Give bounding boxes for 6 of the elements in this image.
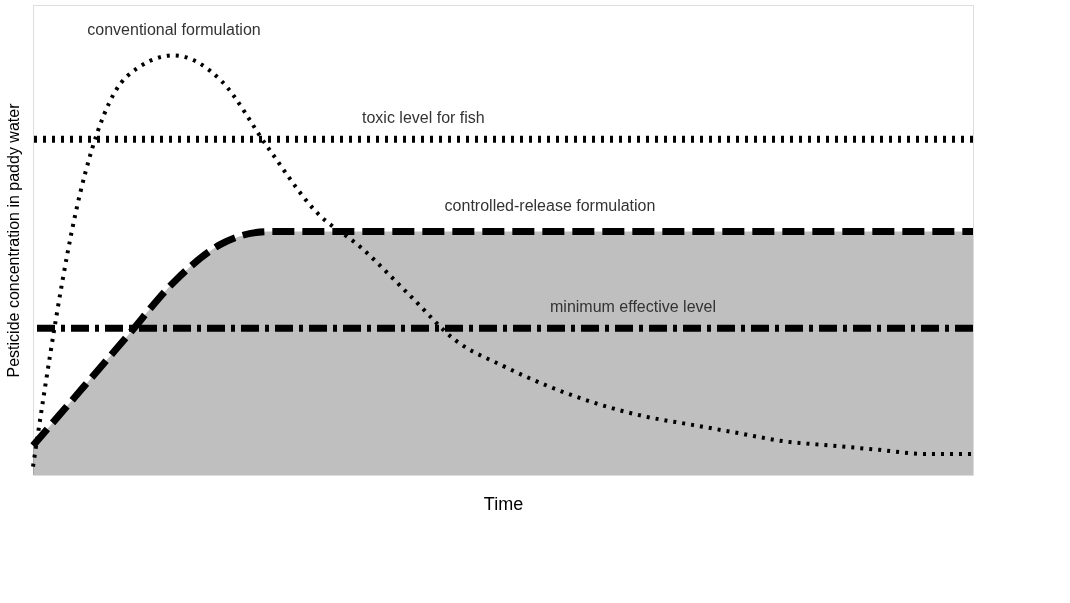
ref-line-label: minimum effective level <box>550 298 716 316</box>
x-axis-title: Time <box>483 493 524 514</box>
y-axis-title: Pesticide concentration in paddy water <box>4 102 22 378</box>
series-label: conventional formulation <box>87 21 261 39</box>
series-label: controlled-release formulation <box>444 197 656 215</box>
ref-line-label: toxic level for fish <box>362 109 485 127</box>
